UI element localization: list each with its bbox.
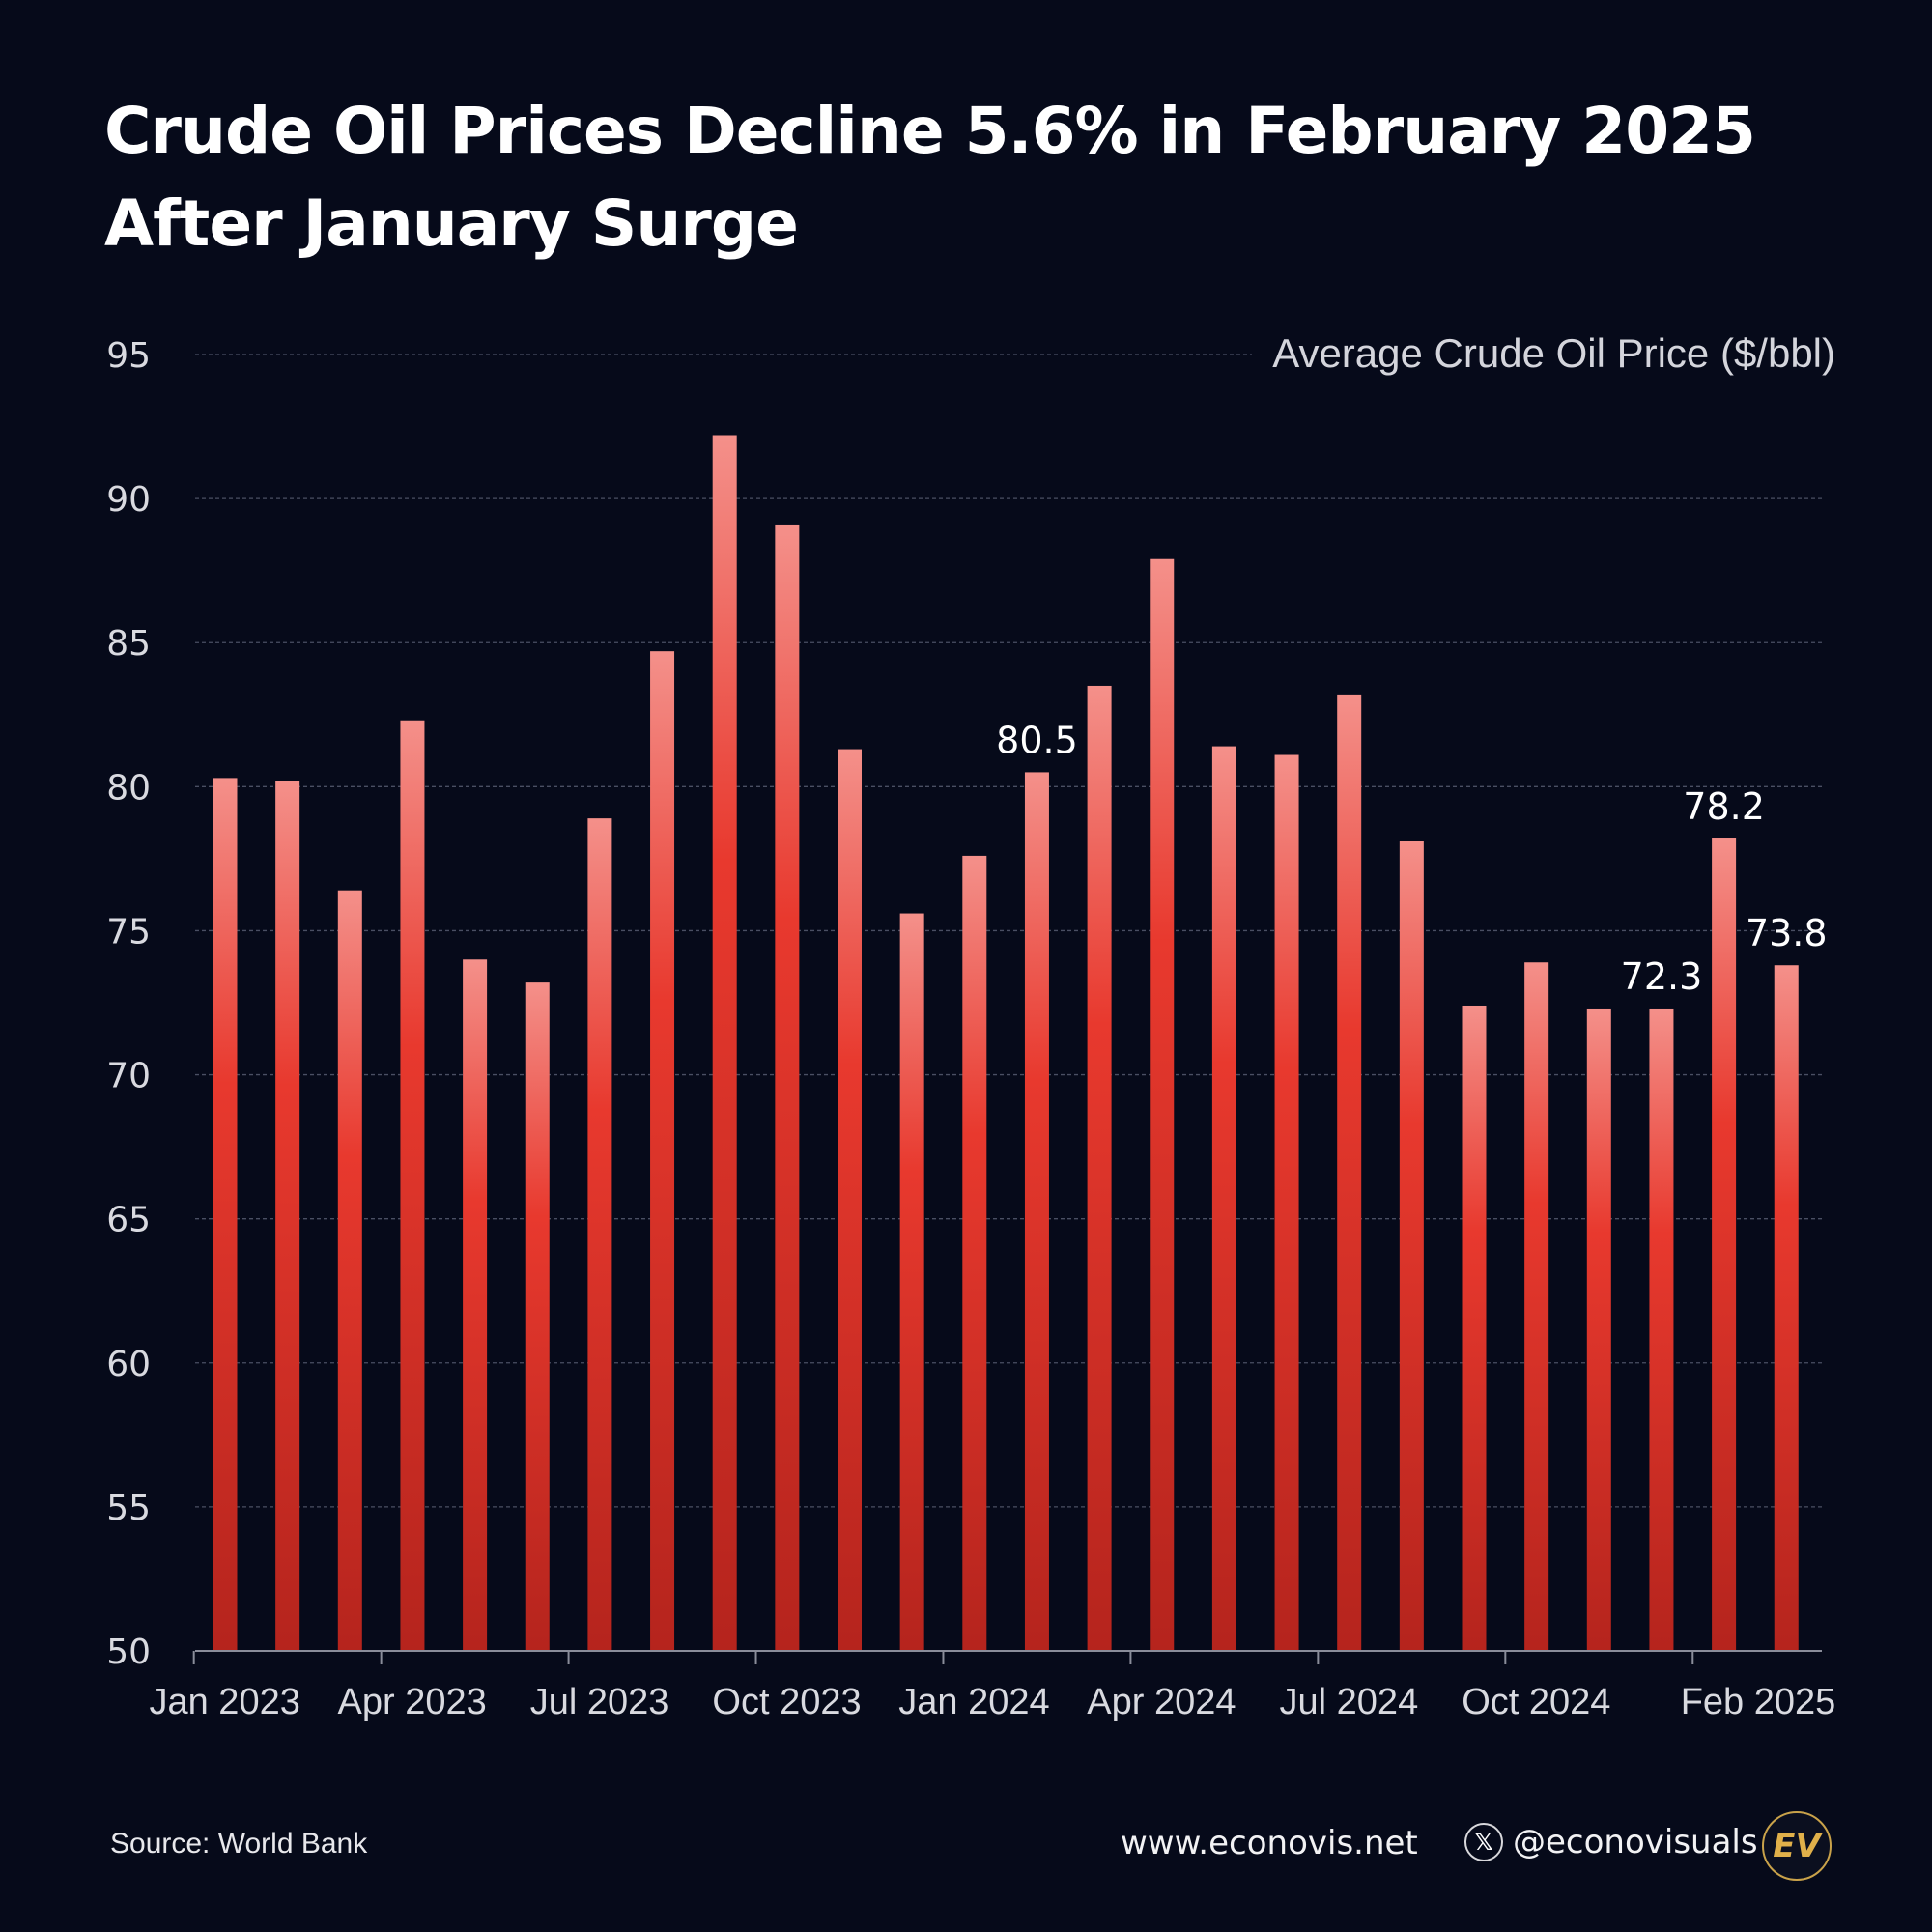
bar-apr-2023 — [400, 720, 425, 1651]
bar-may-2024 — [1211, 746, 1236, 1651]
data-label: 72.3 — [1621, 955, 1703, 998]
x-tick-label: Oct 2023 — [712, 1682, 861, 1722]
labels: Average Crude Oil Price ($/bbl) 80.5 72.3 7… — [996, 330, 1835, 998]
bar-sep-2024 — [1462, 1005, 1487, 1651]
social-handle[interactable]: 𝕏 @econovisuals — [1464, 1820, 1758, 1864]
bar-nov-2024 — [1586, 1008, 1611, 1651]
bar-mar-2023 — [337, 890, 362, 1651]
chart-title: Crude Oil Prices Decline 5.6% in Februar… — [104, 85, 1843, 270]
y-tick-label: 85 — [106, 624, 151, 664]
bar-jun-2023 — [525, 982, 550, 1651]
y-tick-label: 95 — [106, 336, 151, 376]
y-tick-label: 50 — [106, 1633, 151, 1672]
x-tick-label: Oct 2024 — [1462, 1682, 1610, 1722]
y-tick-label: 70 — [106, 1057, 151, 1096]
data-label: 73.8 — [1746, 912, 1828, 954]
y-tick-label: 60 — [106, 1345, 151, 1384]
bars — [213, 435, 1799, 1652]
bar-may-2023 — [463, 959, 488, 1651]
x-icon: 𝕏 — [1464, 1823, 1503, 1861]
y-tick-label: 75 — [106, 912, 151, 952]
title-line-2: After January Surge — [104, 186, 799, 261]
website-link[interactable]: www.econovis.net — [1121, 1824, 1418, 1862]
x-tick-label: Jul 2023 — [530, 1682, 669, 1722]
econovis-logo: EV — [1762, 1811, 1832, 1881]
source-text: Source: World Bank — [110, 1828, 368, 1860]
data-label: 78.2 — [1683, 785, 1765, 828]
bar-dec-2023 — [899, 913, 924, 1651]
x-tick-label: Jul 2024 — [1280, 1682, 1419, 1722]
title-line-1: Crude Oil Prices Decline 5.6% in Februar… — [104, 94, 1756, 168]
bar-jul-2023 — [587, 818, 612, 1651]
bar-feb-2025 — [1774, 965, 1799, 1651]
series-label: Average Crude Oil Price ($/bbl) — [1272, 330, 1835, 376]
x-tick-label: Apr 2023 — [338, 1682, 487, 1722]
handle-text: @econovisuals — [1513, 1823, 1758, 1861]
data-label: 80.5 — [996, 719, 1078, 761]
bar-aug-2024 — [1399, 840, 1424, 1651]
bar-mar-2024 — [1087, 685, 1112, 1651]
y-tick-label: 55 — [106, 1489, 151, 1528]
bar-jul-2024 — [1337, 694, 1362, 1651]
x-tick-label: Feb 2025 — [1681, 1682, 1836, 1722]
x-tick-label: Jan 2023 — [149, 1682, 299, 1722]
bar-aug-2023 — [650, 651, 675, 1651]
bar-sep-2023 — [712, 435, 737, 1652]
bar-oct-2024 — [1524, 962, 1549, 1651]
bar-jan-2024 — [962, 855, 987, 1651]
y-tick-label: 65 — [106, 1201, 151, 1240]
bar-oct-2023 — [775, 524, 800, 1651]
bar-feb-2024 — [1024, 772, 1049, 1651]
y-tick-label: 90 — [106, 480, 151, 520]
x-tick-label: Jan 2024 — [898, 1682, 1049, 1722]
x-tick-label: Apr 2024 — [1087, 1682, 1236, 1722]
bar-jan-2023 — [213, 778, 238, 1651]
bar-jan-2025 — [1712, 838, 1737, 1651]
bar-feb-2023 — [275, 781, 300, 1651]
bar-nov-2023 — [838, 749, 862, 1651]
axes: 50 55 60 65 70 75 80 85 90 95 Jan 2023 Apr 2023 Jul … — [106, 336, 1835, 1722]
bar-apr-2024 — [1150, 558, 1175, 1651]
grid-lines — [195, 354, 1822, 1508]
bar-dec-2024 — [1649, 1008, 1674, 1651]
y-tick-label: 80 — [106, 768, 151, 808]
bar-jun-2024 — [1274, 754, 1299, 1651]
